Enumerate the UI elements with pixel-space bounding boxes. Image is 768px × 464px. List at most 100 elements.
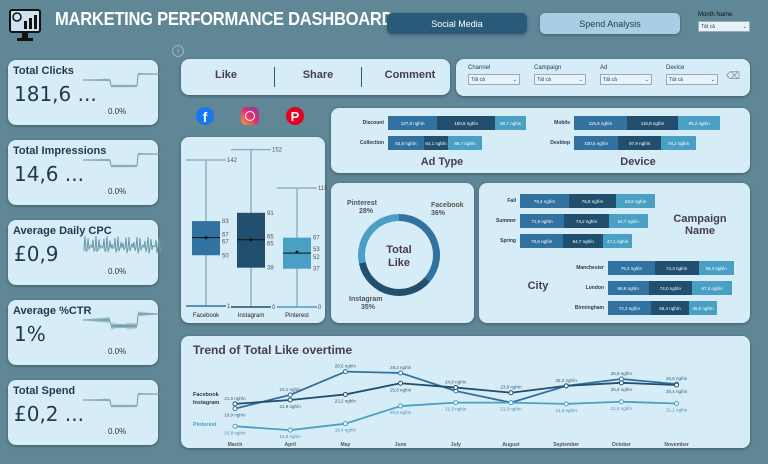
- kpi-label: Average Daily CPC: [13, 225, 112, 237]
- pinterest-icon: P: [286, 107, 304, 125]
- kpi-value: 181,6 ...: [14, 82, 97, 106]
- bar-segment[interactable]: 86,7 nghìn: [448, 136, 482, 150]
- bar-category-label: London: [585, 285, 604, 291]
- filter-device-select[interactable]: Tất cả ⌄: [666, 74, 718, 85]
- donut-slice-facebook: [399, 214, 440, 282]
- bar-segment[interactable]: 116,8 nghìn: [626, 116, 679, 130]
- facebook-icon: f: [196, 107, 214, 125]
- filter-label: Channel: [468, 65, 491, 71]
- bar-segment[interactable]: 100,5 nghìn: [574, 136, 619, 150]
- filter-campaign-select[interactable]: Tất cả ⌄: [534, 74, 586, 85]
- bar-segment[interactable]: 76,8 nghìn: [568, 194, 617, 208]
- donut-label-name: Pinterest: [347, 200, 378, 207]
- bar-segment[interactable]: 74,0 nghìn: [648, 281, 693, 295]
- kpi-label: Total Impressions: [13, 145, 107, 157]
- tab-like[interactable]: Like: [214, 69, 237, 81]
- bar-segment[interactable]: 68,8 nghìn: [608, 281, 649, 295]
- filter-channel-select[interactable]: Tất cả ⌄: [468, 74, 520, 85]
- bar-category-label: Collection: [359, 140, 384, 146]
- metric-tabs: Like Share Comment: [181, 59, 450, 95]
- bar-segment[interactable]: 46,6 nghìn: [689, 301, 717, 315]
- eraser-icon[interactable]: ⌫: [726, 71, 741, 82]
- donut-slice-pinterest: [358, 214, 399, 264]
- bar-segment[interactable]: 64,7 nghìn: [563, 234, 604, 248]
- info-icon[interactable]: i: [172, 45, 184, 57]
- kpi-card: Total Spend £0,2 ... 0.0%: [8, 380, 163, 445]
- filter-label: Device: [666, 65, 685, 71]
- kpi-label: Average %CTR: [13, 305, 92, 317]
- bar-segment[interactable]: 127,8 nghìn: [388, 116, 438, 130]
- month-filter-label: Month Name: [698, 12, 733, 18]
- month-filter-select[interactable]: Tất cả ⌄: [698, 21, 750, 32]
- bar-segment[interactable]: 150,6 nghìn: [437, 116, 496, 130]
- adtype-title: Ad Type: [420, 156, 464, 168]
- donut-label-percent: 35%: [361, 304, 376, 311]
- bar-segment[interactable]: 47,1 nghìn: [603, 234, 633, 248]
- donut-center-title: Total: [386, 244, 411, 256]
- nav-social-media-button[interactable]: Social Media: [387, 13, 527, 34]
- month-filter-value: Tất cả: [701, 23, 715, 30]
- filter-value: Tất cả: [669, 76, 683, 83]
- kpi-change: 0.0%: [108, 267, 127, 276]
- divider: [274, 67, 275, 87]
- dashboard-logo-icon: [8, 8, 42, 44]
- bar-segment[interactable]: 119,9 nghìn: [574, 116, 627, 130]
- bar-segment[interactable]: 79,3 nghìn: [608, 261, 655, 275]
- filter-value: Tất cả: [603, 76, 617, 83]
- sparkline: [83, 235, 163, 254]
- nav-spend-analysis-button[interactable]: Spend Analysis: [540, 13, 680, 34]
- kpi-change: 0.0%: [108, 187, 127, 196]
- bar-category-label: Manchester: [576, 265, 604, 271]
- bar-segment[interactable]: 67,4 nghìn: [692, 281, 733, 295]
- bar-category-label: Desktop: [550, 140, 570, 146]
- sparkline: [83, 310, 163, 330]
- kpi-card: Average %CTR 1% 0.0%: [8, 300, 163, 365]
- chevron-down-icon: ⌄: [710, 76, 715, 83]
- bar-segment[interactable]: 73,2 nghìn: [563, 214, 609, 228]
- filter-ad-select[interactable]: Tất cả ⌄: [600, 74, 652, 85]
- bar-segment[interactable]: 63,6 nghìn: [616, 194, 656, 208]
- kpi-value: £0,2 ...: [14, 402, 84, 426]
- bar-segment[interactable]: 74,3 nghìn: [654, 261, 699, 275]
- filter-label: Ad: [600, 65, 608, 71]
- sparkline: [83, 152, 163, 168]
- campaign-title: Campaign Name: [673, 213, 727, 237]
- tab-share[interactable]: Share: [302, 69, 334, 81]
- kpi-card: Total Clicks 181,6 ... 0.0%: [8, 60, 163, 125]
- boxplot-card: [181, 137, 325, 323]
- bar-segment[interactable]: 70,6 nghìn: [520, 234, 564, 248]
- filter-label: Campaign: [534, 65, 562, 71]
- sparkline: [83, 392, 163, 408]
- chevron-down-icon: ⌄: [644, 76, 649, 83]
- device-title: Device: [620, 156, 656, 168]
- bar-category-label: Spring: [500, 238, 516, 244]
- kpi-change: 0.0%: [108, 427, 127, 436]
- bar-segment[interactable]: 71,5 nghìn: [520, 214, 564, 228]
- bar-segment[interactable]: 80,7 nghìn: [495, 116, 527, 130]
- bar-category-label: Birmingham: [574, 305, 604, 311]
- bar-segment[interactable]: 62,7 nghìn: [608, 214, 648, 228]
- bar-category-label: Summer: [495, 218, 516, 224]
- kpi-value: 1%: [14, 322, 46, 346]
- donut-label-percent: 28%: [359, 208, 374, 215]
- kpi-change: 0.0%: [108, 347, 127, 356]
- sparkline: [83, 72, 163, 88]
- bar-segment[interactable]: 97,9 nghìn: [618, 136, 662, 150]
- tab-comment[interactable]: Comment: [384, 69, 436, 81]
- bar-segment[interactable]: 78,2 nghìn: [661, 136, 696, 150]
- kpi-value: £0,9: [14, 242, 59, 266]
- kpi-value: 14,6 ...: [14, 162, 84, 186]
- bar-segment[interactable]: 72,3 nghìn: [608, 301, 651, 315]
- filter-panel: ⌫ Channel Tất cả ⌄ Campaign Tất cả ⌄ Ad Tất cả ⌄…: [456, 59, 750, 96]
- donut-label-name: Instagram: [349, 296, 382, 303]
- bar-category-label: Discount: [362, 120, 384, 126]
- kpi-label: Total Spend: [13, 385, 76, 397]
- bar-segment[interactable]: 64,1 nghìn: [423, 136, 449, 150]
- bar-segment[interactable]: 79,4 nghìn: [520, 194, 569, 208]
- bar-segment[interactable]: 59,4 nghìn: [698, 261, 734, 275]
- bar-segment[interactable]: 95,2 nghìn: [678, 116, 721, 130]
- bar-segment[interactable]: 65,4 nghìn: [650, 301, 690, 315]
- donut-card: [331, 183, 474, 323]
- bar-segment[interactable]: 92,8 nghìn: [388, 136, 424, 150]
